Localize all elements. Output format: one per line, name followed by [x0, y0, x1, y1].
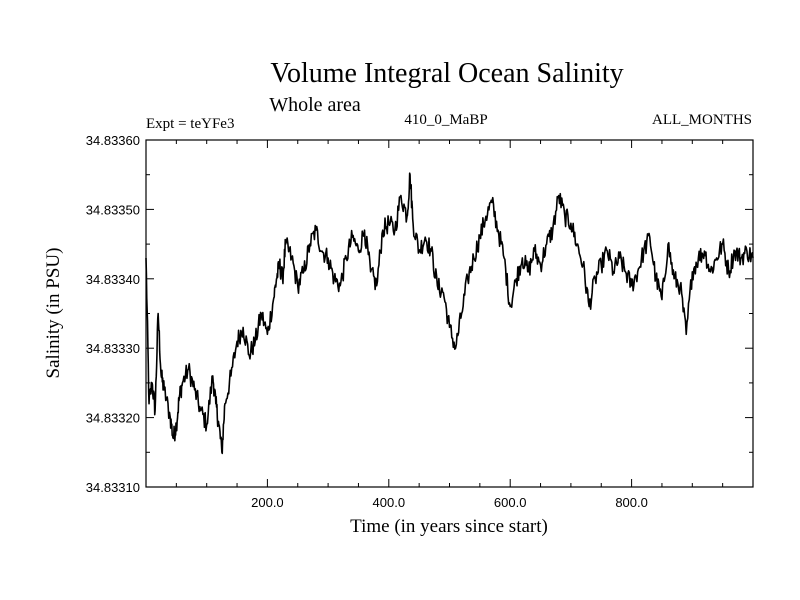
y-tick-label: 34.83310 — [86, 480, 140, 495]
months-annotation: ALL_MONTHS — [652, 112, 752, 128]
expt-annotation: Expt = teYFe3 — [146, 116, 234, 132]
chart-subtitle: Whole area — [269, 94, 361, 116]
y-tick-label: 34.83330 — [86, 341, 140, 356]
y-axis: 34.83310 34.83320 34.83330 34.83340 34.83350… — [86, 133, 753, 495]
plot-area-frame — [145, 139, 754, 488]
y-tick-label: 34.83340 — [86, 272, 140, 287]
x-tick-label: 200.0 — [251, 495, 284, 510]
period-annotation: 410_0_MaBP — [404, 112, 487, 128]
salinity-series-line — [145, 172, 754, 455]
x-tick-label: 800.0 — [615, 495, 648, 510]
x-tick-label: 600.0 — [494, 495, 527, 510]
x-tick-label: 400.0 — [373, 495, 406, 510]
y-tick-label: 34.83320 — [86, 411, 140, 426]
chart-title: Volume Integral Ocean Salinity — [270, 58, 623, 89]
y-tick-label: 34.83360 — [86, 133, 140, 148]
y-axis-label: Salinity (in PSU) — [43, 248, 64, 379]
y-tick-label: 34.83350 — [86, 202, 140, 217]
x-axis-label: Time (in years since start) — [350, 516, 548, 537]
x-axis: 200.0 400.0 600.0 800.0 — [175, 140, 724, 510]
